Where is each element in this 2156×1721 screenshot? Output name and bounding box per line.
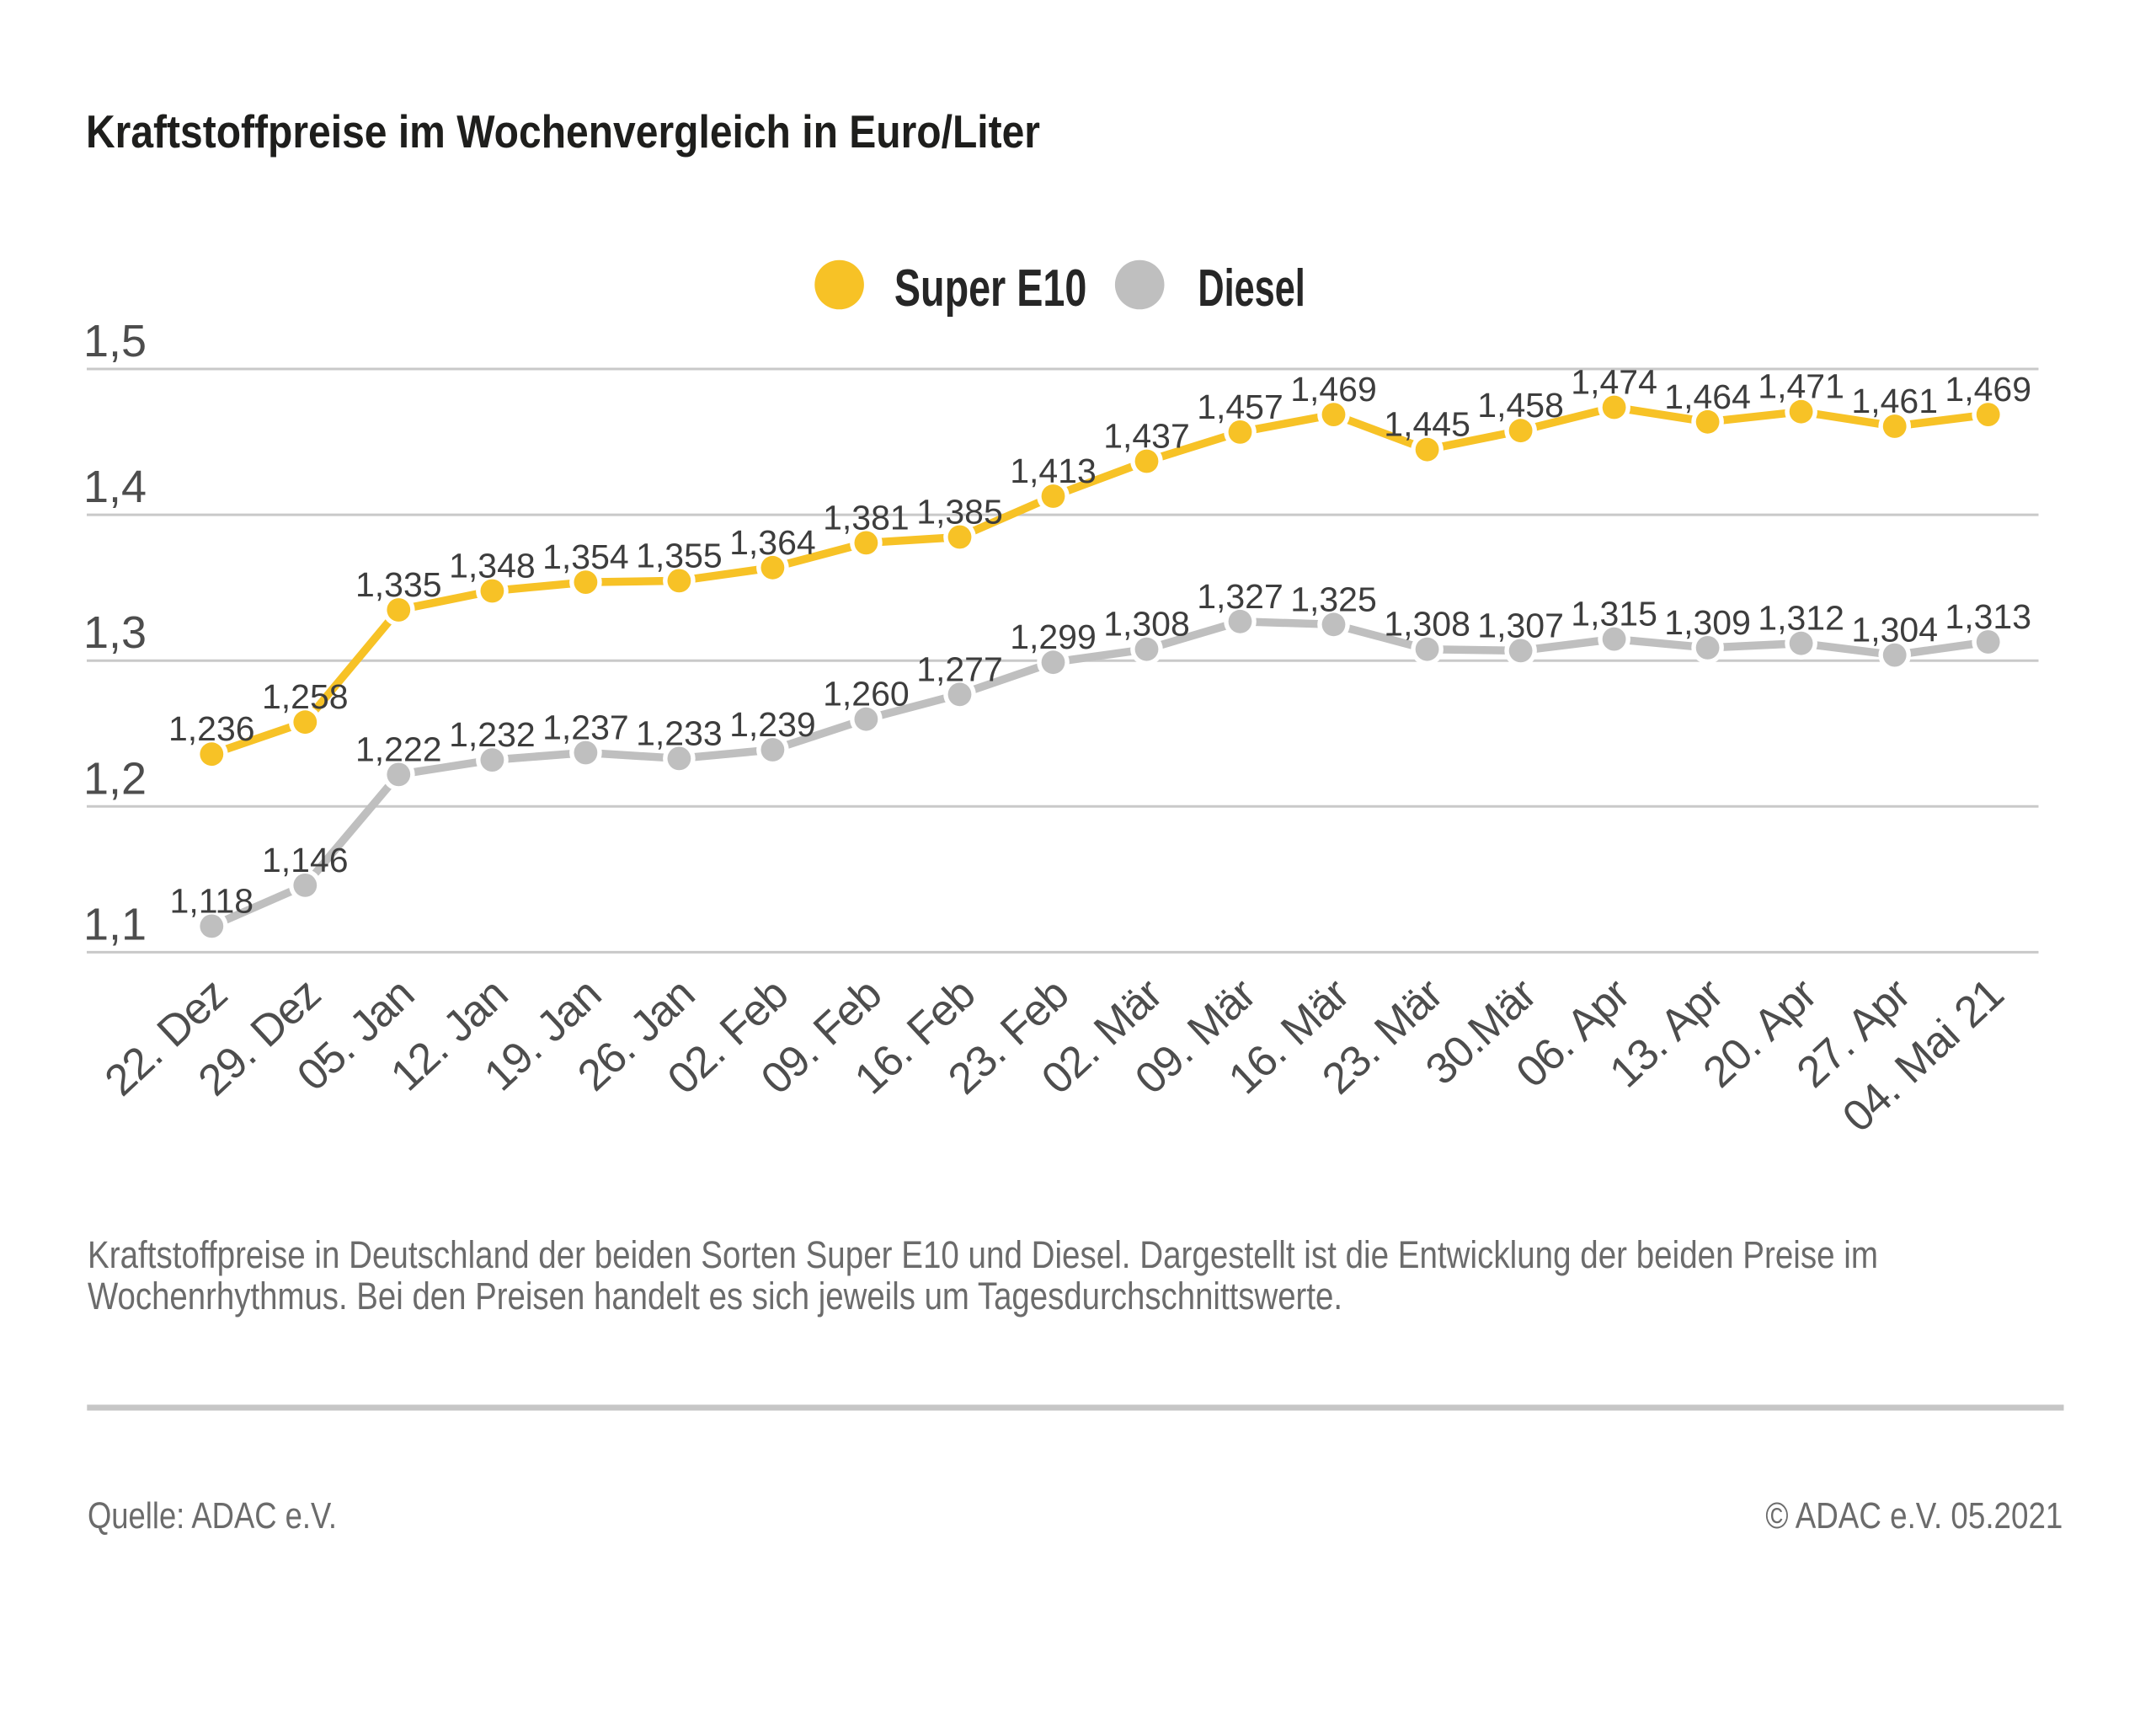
- svg-text:1,355: 1,355: [636, 536, 723, 575]
- svg-text:1,3: 1,3: [83, 607, 147, 658]
- svg-text:1,222: 1,222: [355, 730, 442, 768]
- svg-text:1,233: 1,233: [636, 714, 723, 752]
- svg-text:© ADAC e.V. 05.2021: © ADAC e.V. 05.2021: [1765, 1495, 2063, 1537]
- svg-text:1,445: 1,445: [1384, 405, 1470, 444]
- svg-text:1,308: 1,308: [1103, 605, 1190, 644]
- svg-text:1,1: 1,1: [83, 899, 147, 949]
- svg-text:1,469: 1,469: [1945, 370, 2031, 409]
- svg-text:1,457: 1,457: [1197, 387, 1283, 426]
- svg-text:1,354: 1,354: [542, 537, 629, 576]
- svg-text:1,461: 1,461: [1851, 382, 1938, 420]
- svg-text:Super E10: Super E10: [894, 259, 1086, 318]
- svg-text:1,260: 1,260: [823, 675, 910, 714]
- svg-text:1,307: 1,307: [1477, 606, 1564, 644]
- svg-text:1,4: 1,4: [83, 462, 147, 512]
- svg-text:1,437: 1,437: [1103, 417, 1190, 456]
- svg-text:1,325: 1,325: [1290, 580, 1377, 618]
- svg-text:1,146: 1,146: [262, 841, 349, 879]
- svg-text:1,304: 1,304: [1851, 611, 1938, 649]
- svg-text:1,364: 1,364: [729, 523, 816, 562]
- svg-text:1,464: 1,464: [1664, 377, 1751, 416]
- svg-text:1,474: 1,474: [1571, 363, 1657, 402]
- svg-text:1,118: 1,118: [170, 881, 254, 920]
- svg-text:1,413: 1,413: [1010, 452, 1097, 490]
- svg-text:1,458: 1,458: [1477, 386, 1564, 425]
- svg-text:1,469: 1,469: [1290, 370, 1377, 409]
- svg-text:1,309: 1,309: [1664, 603, 1751, 642]
- svg-text:1,232: 1,232: [449, 715, 536, 754]
- svg-text:Diesel: Diesel: [1198, 259, 1305, 318]
- svg-text:Kraftstoffpreise im Wochenverg: Kraftstoffpreise im Wochenvergleich in E…: [86, 105, 1040, 158]
- svg-text:1,335: 1,335: [355, 565, 442, 604]
- svg-text:1,327: 1,327: [1197, 577, 1283, 616]
- svg-text:1,239: 1,239: [729, 705, 816, 744]
- svg-text:1,312: 1,312: [1758, 599, 1844, 638]
- svg-text:Wochenrhythmus. Bei den Preise: Wochenrhythmus. Bei den Preisen handelt …: [88, 1275, 1342, 1317]
- svg-text:1,277: 1,277: [916, 649, 1003, 688]
- svg-text:1,236: 1,236: [168, 709, 255, 748]
- svg-text:1,2: 1,2: [83, 753, 147, 804]
- svg-text:1,385: 1,385: [916, 493, 1003, 532]
- svg-text:1,237: 1,237: [542, 708, 629, 747]
- svg-text:Kraftstoffpreise in Deutschlan: Kraftstoffpreise in Deutschland der beid…: [88, 1233, 1878, 1276]
- svg-text:Quelle: ADAC e.V.: Quelle: ADAC e.V.: [88, 1495, 337, 1537]
- svg-text:1,313: 1,313: [1945, 597, 2031, 636]
- svg-text:1,299: 1,299: [1010, 617, 1097, 656]
- svg-text:1,471: 1,471: [1758, 367, 1844, 406]
- svg-text:1,258: 1,258: [262, 677, 349, 716]
- svg-text:1,5: 1,5: [83, 316, 147, 366]
- svg-text:1,381: 1,381: [823, 498, 910, 537]
- svg-text:1,348: 1,348: [449, 547, 536, 585]
- svg-text:1,308: 1,308: [1384, 605, 1470, 644]
- svg-text:1,315: 1,315: [1571, 595, 1657, 633]
